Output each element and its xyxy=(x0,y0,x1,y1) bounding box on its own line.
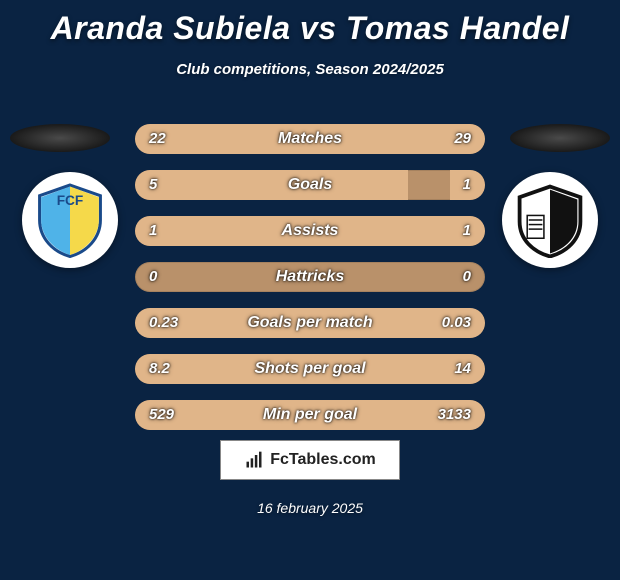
stat-label: Hattricks xyxy=(135,262,485,292)
chart-icon xyxy=(244,450,264,470)
stat-fill-left xyxy=(135,216,310,246)
shield-icon xyxy=(512,182,588,258)
stat-fill-right xyxy=(450,170,485,200)
player-shadow-right xyxy=(510,124,610,152)
subtitle: Club competitions, Season 2024/2025 xyxy=(0,61,620,78)
stat-row-goals-per-match: 0.23 Goals per match 0.03 xyxy=(135,308,485,338)
club-crest-left: FCF xyxy=(22,172,118,268)
stat-fill-left xyxy=(135,308,443,338)
stat-fill-left xyxy=(135,170,408,200)
stat-row-shots-per-goal: 8.2 Shots per goal 14 xyxy=(135,354,485,384)
svg-text:FCF: FCF xyxy=(57,193,84,208)
stat-fill-right xyxy=(265,354,486,384)
stat-row-hattricks: 0 Hattricks 0 xyxy=(135,262,485,292)
stat-row-min-per-goal: 529 Min per goal 3133 xyxy=(135,400,485,430)
stat-fill-left xyxy=(135,124,286,154)
shield-icon: FCF xyxy=(32,182,108,258)
branding-badge: FcTables.com xyxy=(220,440,400,480)
stat-row-matches: 22 Matches 29 xyxy=(135,124,485,154)
player-shadow-left xyxy=(10,124,110,152)
stat-fill-left xyxy=(135,400,184,430)
page-title: Aranda Subiela vs Tomas Handel xyxy=(0,0,620,47)
stat-row-goals: 5 Goals 1 xyxy=(135,170,485,200)
stat-value-right: 0 xyxy=(463,262,471,292)
date-label: 16 february 2025 xyxy=(0,500,620,516)
stat-value-left: 0 xyxy=(149,262,157,292)
club-crest-right xyxy=(502,172,598,268)
stat-row-assists: 1 Assists 1 xyxy=(135,216,485,246)
stat-fill-right xyxy=(310,216,485,246)
stat-fill-right xyxy=(443,308,485,338)
stat-fill-right xyxy=(286,124,486,154)
stat-fill-right xyxy=(184,400,485,430)
stat-fill-left xyxy=(135,354,265,384)
branding-text: FcTables.com xyxy=(270,451,376,469)
stat-bars: 22 Matches 29 5 Goals 1 1 Assists 1 0 Ha… xyxy=(135,124,485,446)
